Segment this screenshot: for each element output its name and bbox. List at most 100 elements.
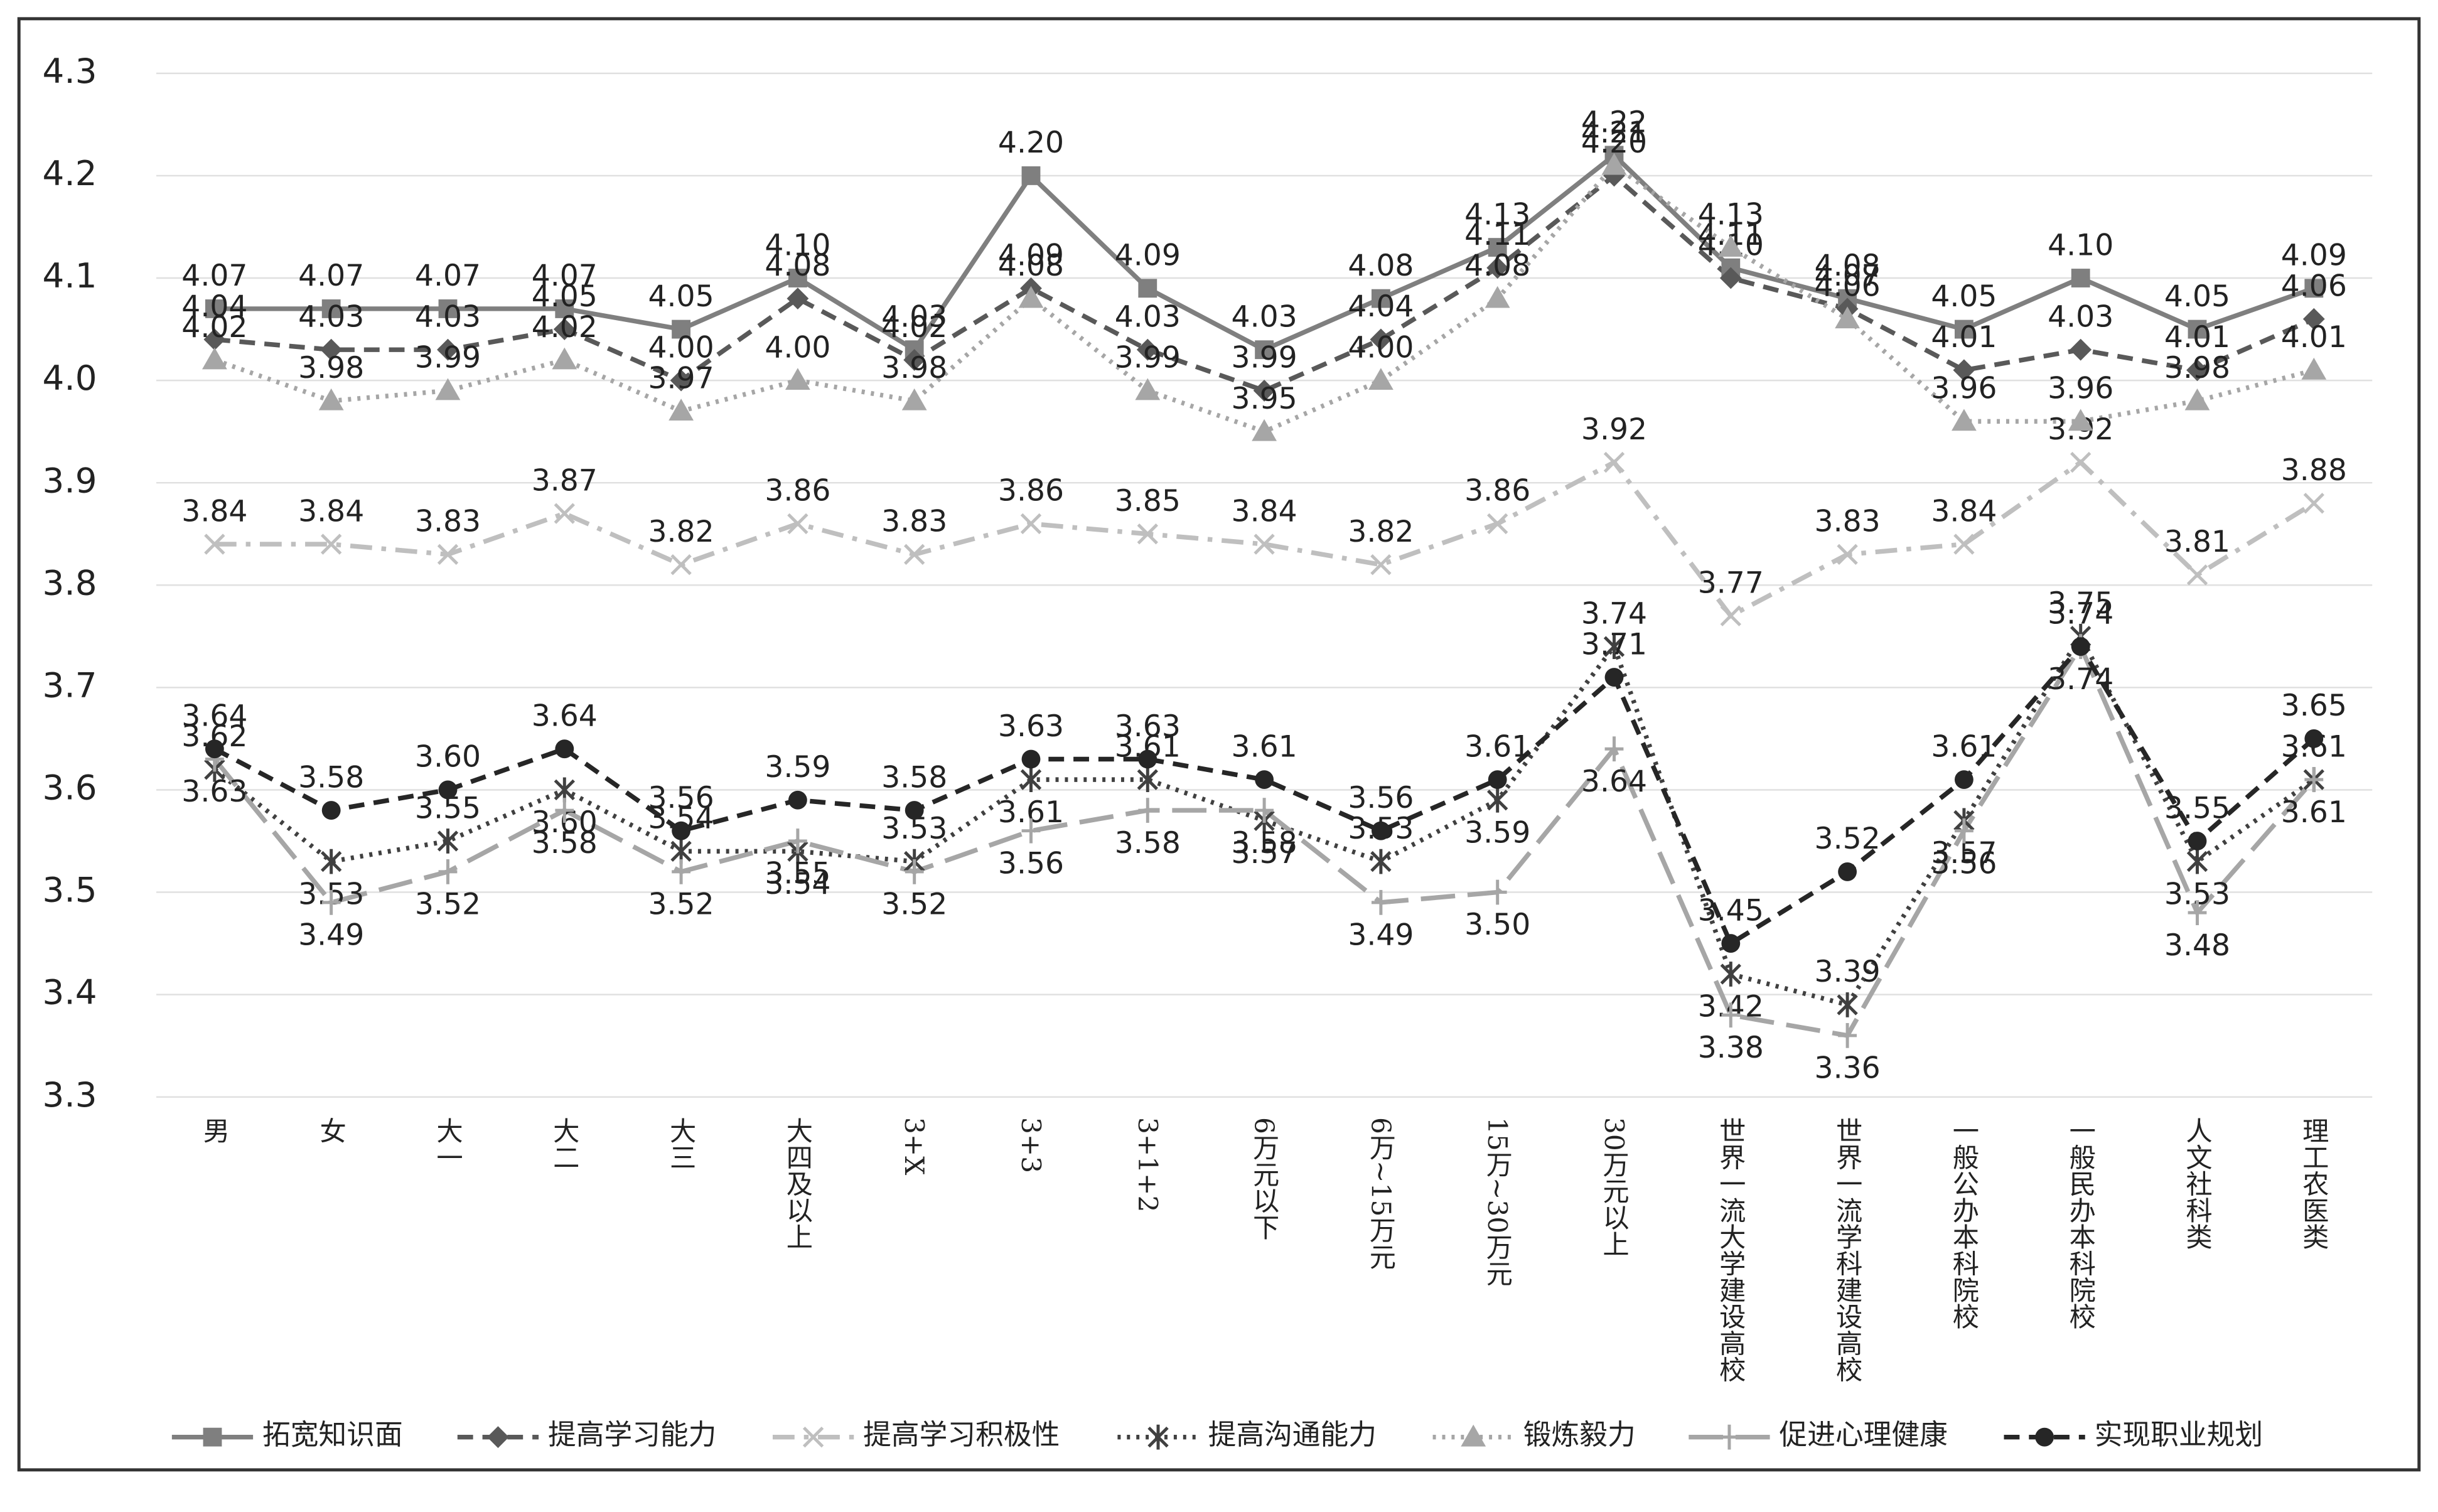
data-label: 3.86 (1464, 474, 1530, 508)
marker-part (1021, 166, 1041, 185)
x-tick-label: 大四及以上 (782, 1117, 813, 1250)
data-label: 4.07 (415, 259, 481, 293)
x-tick-label: 3+3 (1016, 1117, 1046, 1173)
data-label: 3.84 (1232, 494, 1297, 528)
marker (1255, 340, 1274, 360)
marker-part (2304, 279, 2324, 298)
marker (670, 554, 692, 576)
data-label: 4.03 (2048, 299, 2113, 334)
data-label: 3.86 (998, 474, 1064, 508)
marker-part (669, 399, 694, 421)
y-tick-label: 3.3 (43, 1075, 97, 1115)
data-label: 4.04 (181, 289, 247, 324)
marker (1954, 319, 1973, 339)
marker (438, 780, 458, 800)
marker (321, 533, 342, 555)
y-tick-label: 3.7 (43, 665, 97, 705)
data-label: 4.01 (2164, 320, 2230, 355)
y-tick-label: 4.1 (43, 255, 97, 296)
marker-part (1835, 306, 1860, 329)
data-label: 3.63 (181, 775, 247, 809)
data-label: 3.99 (1115, 341, 1181, 375)
data-label: 4.04 (1348, 289, 1414, 324)
marker-part (788, 269, 807, 287)
data-label: 3.82 (1348, 515, 1414, 549)
marker-part (1601, 153, 1627, 175)
marker-part (670, 369, 692, 392)
x-tick-label: 理工农医类 (2299, 1117, 2329, 1250)
marker-part (1837, 544, 1858, 566)
data-label: 3.97 (648, 361, 714, 395)
marker-part (1487, 513, 1508, 535)
marker (2303, 493, 2324, 514)
marker-part (1138, 279, 1157, 298)
x-tick-label: 大一 (432, 1117, 463, 1171)
marker-part (785, 368, 810, 390)
marker (1601, 153, 1627, 175)
marker (905, 801, 924, 820)
marker-part (2186, 359, 2208, 382)
marker-part (553, 318, 576, 340)
data-label: 3.56 (1348, 781, 1414, 815)
marker (1371, 889, 1390, 915)
marker (2186, 564, 2208, 586)
marker (669, 399, 694, 421)
data-label: 4.07 (181, 259, 247, 293)
data-label: 3.58 (1115, 826, 1181, 861)
marker-part (1135, 378, 1161, 400)
data-label: 3.85 (1115, 484, 1181, 518)
data-label: 4.00 (648, 330, 714, 365)
marker (1138, 279, 1157, 298)
marker-part (321, 299, 341, 318)
marker-part (1018, 286, 1044, 308)
data-label: 3.60 (415, 740, 481, 775)
x-tick-label: 6万元以下 (1249, 1117, 1280, 1240)
marker (1838, 1022, 1857, 1048)
data-label: 3.50 (1464, 908, 1530, 942)
data-label: 3.54 (765, 867, 830, 901)
marker (1488, 770, 1507, 790)
marker (2186, 359, 2208, 382)
marker (1018, 286, 1044, 308)
marker (552, 347, 577, 370)
marker (2302, 308, 2325, 330)
data-label: 4.08 (1348, 249, 1414, 283)
data-label: 3.99 (415, 341, 481, 375)
marker (1837, 544, 1858, 566)
x-tick-label: 3+X (899, 1117, 930, 1175)
data-label: 3.52 (881, 887, 947, 922)
data-label: 4.08 (1464, 249, 1530, 283)
data-label: 3.48 (2164, 928, 2230, 963)
data-label: 3.52 (648, 887, 714, 922)
marker (1954, 818, 1973, 844)
data-label: 3.83 (1815, 505, 1881, 539)
data-label: 4.22 (1581, 105, 1647, 140)
marker-part (205, 299, 224, 318)
marker (1020, 513, 1042, 535)
data-label: 4.09 (1115, 239, 1181, 273)
y-tick-label: 3.8 (43, 562, 97, 603)
marker-part (205, 739, 224, 759)
data-label: 3.61 (1232, 729, 1297, 764)
marker-part (435, 378, 461, 400)
legend-label: 锻炼毅力 (1523, 1418, 1636, 1451)
marker (554, 503, 575, 524)
data-label: 3.81 (2164, 525, 2230, 559)
marker-part (552, 347, 577, 370)
data-label: 3.64 (181, 699, 247, 733)
marker-part (802, 1426, 824, 1448)
data-label: 4.06 (2281, 269, 2347, 304)
marker (1603, 451, 1625, 473)
marker (1720, 1424, 1739, 1450)
marker (672, 859, 691, 884)
marker (1021, 166, 1041, 185)
data-label: 3.55 (2164, 791, 2230, 825)
marker (1954, 770, 1973, 790)
marker (670, 369, 692, 392)
data-label: 3.57 (1232, 836, 1297, 871)
legend-label: 实现职业规划 (2095, 1418, 2263, 1451)
marker-part (787, 513, 808, 535)
x-tick-label: 大三 (666, 1117, 697, 1171)
marker-part (2304, 729, 2324, 748)
y-tick-label: 3.9 (43, 460, 97, 500)
